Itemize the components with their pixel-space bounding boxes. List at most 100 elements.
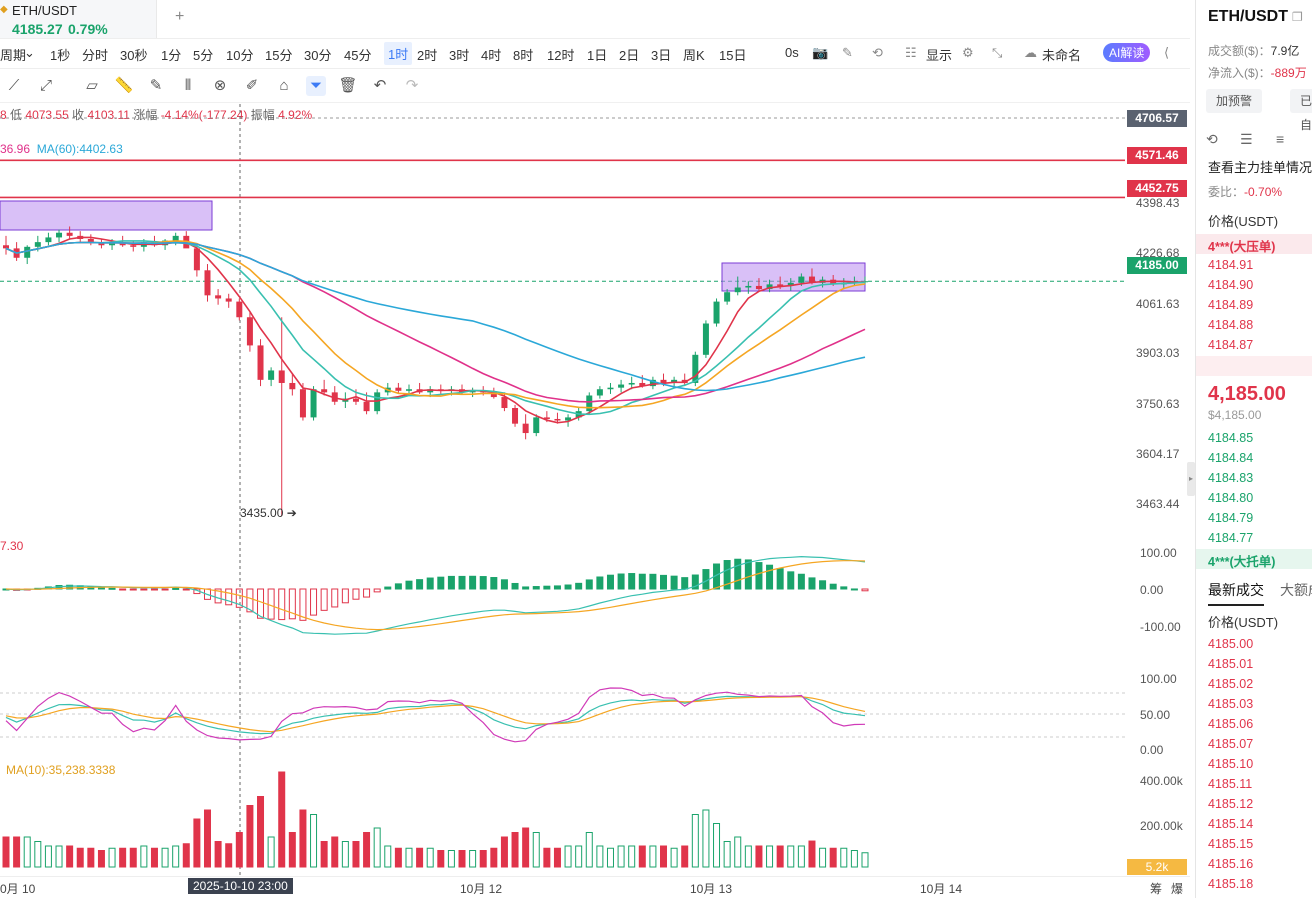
trade-price[interactable]: 4185.15	[1208, 837, 1254, 851]
trade-price[interactable]: 4185.18	[1208, 877, 1254, 891]
bid-price[interactable]: 4184.85	[1208, 431, 1254, 445]
interval-1[interactable]: 分时	[82, 48, 109, 63]
trade-price[interactable]: 4185.12	[1208, 797, 1254, 811]
list-view-icon[interactable]: ≡	[1276, 131, 1285, 147]
gear-icon[interactable]: ⚙	[962, 45, 974, 60]
interval-3[interactable]: 1分	[161, 48, 182, 63]
ask-price[interactable]: 4184.89	[1208, 298, 1254, 312]
layout-name-button[interactable]: 未命名	[1042, 48, 1082, 63]
zero-seconds-button[interactable]: 0s	[785, 45, 799, 60]
interval-14[interactable]: 12时	[547, 48, 575, 63]
price-header: 价格(USDT)	[1208, 214, 1279, 229]
trade-price[interactable]: 4185.01	[1208, 657, 1254, 671]
candle-body	[777, 284, 784, 286]
interval-19[interactable]: 15日	[719, 48, 747, 63]
macd-bar	[649, 573, 657, 590]
bid-price[interactable]: 4184.77	[1208, 531, 1254, 545]
filter-icon[interactable]: ⏷	[306, 76, 326, 96]
display-button[interactable]: 显示	[926, 48, 953, 63]
volume-bar	[511, 832, 519, 868]
volume-bar	[257, 796, 265, 868]
volume-bar	[447, 850, 455, 868]
depth-title[interactable]: 查看主力挂单情况	[1208, 160, 1312, 175]
candle-tool-icon[interactable]: ⫴	[184, 77, 192, 94]
ask-price[interactable]: 4184.88	[1208, 318, 1254, 332]
reset-icon[interactable]: ⟲	[872, 45, 883, 60]
liquidation-button[interactable]: 爆	[1171, 882, 1184, 896]
add-alert-button[interactable]: 加预警	[1206, 89, 1263, 113]
interval-12[interactable]: 4时	[481, 48, 502, 63]
settings-list-icon[interactable]: ☷	[905, 45, 917, 60]
interval-2[interactable]: 30秒	[120, 48, 148, 63]
ray-tool-icon[interactable]: ⤢	[39, 77, 52, 94]
trade-price[interactable]: 4185.00	[1208, 637, 1254, 651]
ask-price[interactable]: 4184.90	[1208, 278, 1254, 292]
tab-large-trades[interactable]: 大额成	[1280, 582, 1312, 598]
bid-price[interactable]: 4184.79	[1208, 511, 1254, 525]
trade-price[interactable]: 4185.16	[1208, 857, 1254, 871]
vol-axis-label: 200.00k	[1140, 819, 1183, 833]
channel-tool-icon[interactable]: ▱	[86, 77, 98, 94]
ruler-icon[interactable]: 📏	[114, 77, 134, 94]
trade-price[interactable]: 4185.11	[1208, 777, 1253, 791]
cloud-icon[interactable]: ☁	[1024, 45, 1037, 60]
chevron-down-icon[interactable]: ⌄	[24, 45, 35, 60]
interval-18[interactable]: 周K	[683, 48, 705, 63]
line-tool-icon[interactable]: ⟋	[8, 77, 20, 94]
interval-5[interactable]: 10分	[226, 48, 254, 63]
trade-price[interactable]: 4185.14	[1208, 817, 1254, 831]
volume-bar	[606, 847, 614, 868]
candle-body	[660, 379, 667, 383]
interval-11[interactable]: 3时	[449, 48, 470, 63]
candle-body	[34, 242, 41, 247]
ask-price[interactable]: 4184.91	[1208, 258, 1254, 272]
interval-6[interactable]: 15分	[265, 48, 293, 63]
interval-15[interactable]: 1日	[587, 48, 608, 63]
bid-price[interactable]: 4184.83	[1208, 471, 1254, 485]
undo-icon[interactable]: ↶	[373, 77, 387, 94]
ask-price[interactable]: 4184.87	[1208, 338, 1254, 352]
trade-price[interactable]: 4185.07	[1208, 737, 1254, 751]
interval-13[interactable]: 8时	[513, 48, 534, 63]
interval-0[interactable]: 1秒	[50, 48, 71, 63]
chips-button[interactable]: 筹	[1150, 882, 1163, 896]
copy-icon[interactable]: ❐	[1292, 10, 1303, 24]
period-dropdown[interactable]: 周期	[0, 48, 27, 63]
share-icon[interactable]: ⟨	[1164, 45, 1170, 60]
pen-icon[interactable]: ✎	[842, 45, 853, 60]
self-button[interactable]: 已自	[1290, 89, 1312, 132]
tab-eth-usdt[interactable]: ◆ ETH/USDT 4185.27 0.79%	[0, 0, 157, 38]
ai-analysis-button[interactable]: AI解读	[1103, 43, 1151, 62]
interval-10[interactable]: 2时	[417, 48, 438, 63]
price-chart[interactable]	[0, 104, 1190, 876]
trade-price[interactable]: 4185.02	[1208, 677, 1254, 691]
trash-icon[interactable]: 🗑	[338, 77, 358, 94]
interval-9[interactable]: 1时	[384, 42, 413, 65]
redo-icon[interactable]: ↷	[405, 77, 419, 94]
interval-8[interactable]: 45分	[344, 48, 372, 63]
order-view-icon[interactable]: ⟲	[1206, 131, 1218, 147]
interval-7[interactable]: 30分	[304, 48, 332, 63]
big-ask: 4***(大压单)	[1208, 240, 1276, 254]
cycle-tool-icon[interactable]: ⊗	[213, 77, 227, 94]
add-tab-icon[interactable]: +	[175, 8, 185, 25]
bid-price[interactable]: 4184.84	[1208, 451, 1254, 465]
interval-16[interactable]: 2日	[619, 48, 640, 63]
bid-price[interactable]: 4184.80	[1208, 491, 1254, 505]
interval-4[interactable]: 5分	[193, 48, 214, 63]
trade-price[interactable]: 4185.06	[1208, 717, 1254, 731]
brush-icon[interactable]: ✎	[149, 77, 163, 94]
magnet-icon[interactable]: ⌂	[279, 77, 289, 94]
depth-view-icon[interactable]: ☰	[1240, 131, 1253, 147]
volume-bar	[490, 847, 498, 868]
macd-bar	[299, 588, 307, 621]
fullscreen-icon[interactable]: ⤡	[992, 45, 1003, 60]
camera-icon[interactable]: 📷	[812, 45, 829, 60]
interval-17[interactable]: 3日	[651, 48, 672, 63]
tab-latest-trades[interactable]: 最新成交	[1208, 580, 1264, 606]
panel-collapse-handle[interactable]: ▸	[1187, 462, 1195, 496]
trade-price[interactable]: 4185.10	[1208, 757, 1254, 771]
trade-price[interactable]: 4185.03	[1208, 697, 1254, 711]
note-tool-icon[interactable]: ✐	[245, 77, 259, 94]
macd-bar	[288, 588, 296, 620]
